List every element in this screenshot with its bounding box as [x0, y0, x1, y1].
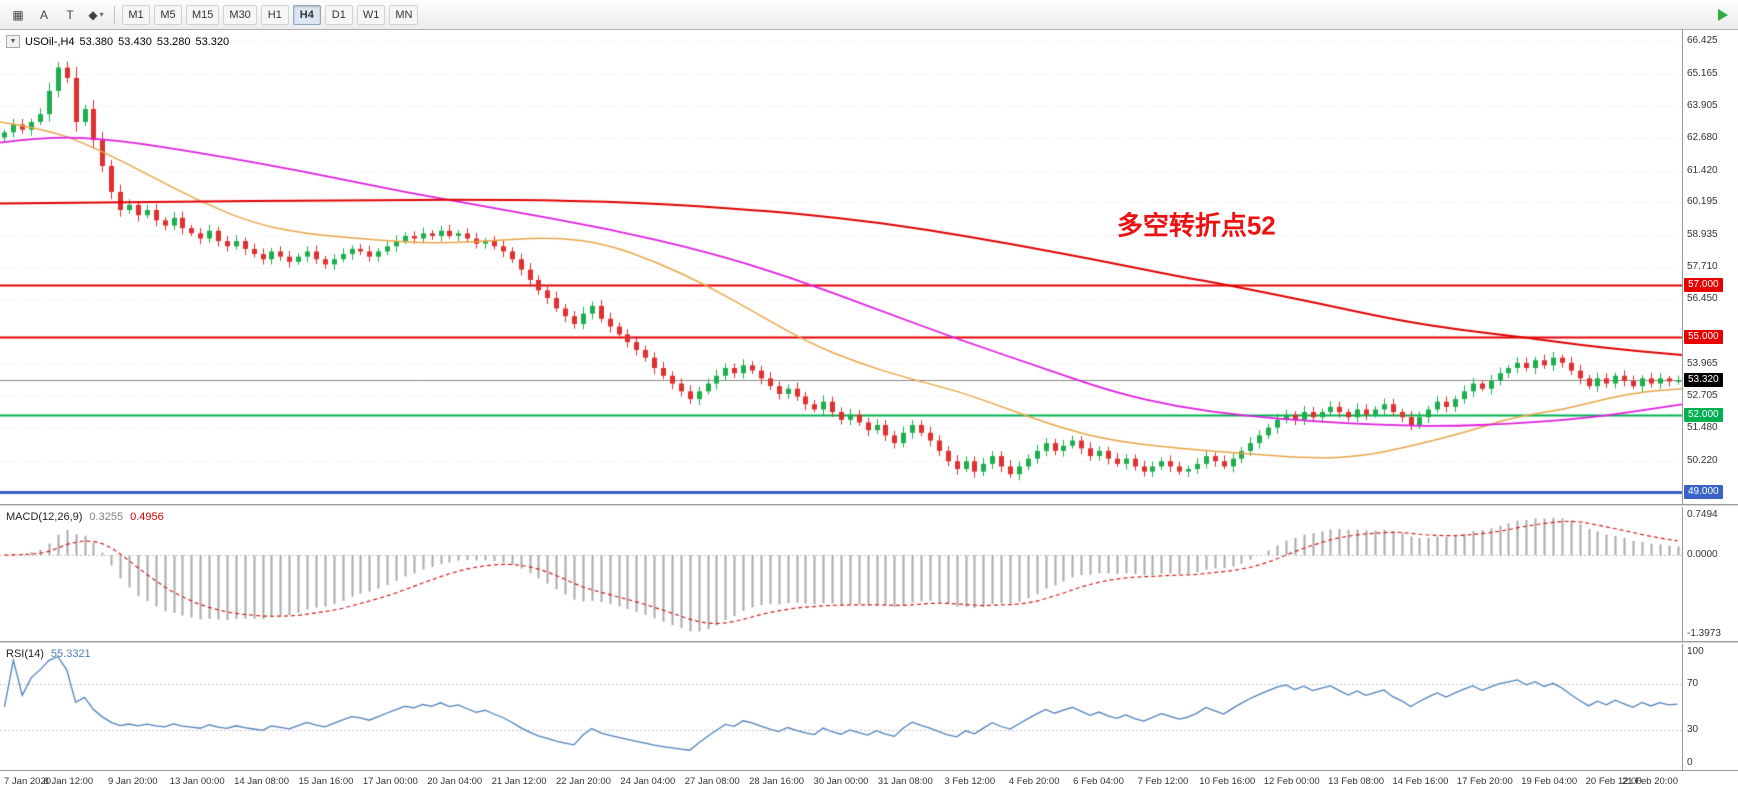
- timeframe-button-m15[interactable]: M15: [186, 4, 220, 25]
- time-axis[interactable]: 7 Jan 2020 8 Jan 12:00 9 Jan 20:00 13 Jan 0…: [0, 770, 1738, 795]
- rsi-axis-tick: 30: [1687, 724, 1699, 736]
- label-tool-icon[interactable]: T: [66, 7, 74, 22]
- rsi-value: 55.3321: [50, 648, 91, 660]
- crosshair-tool-icon[interactable]: ▦: [12, 7, 24, 22]
- price-axis-tick: 53.965: [1687, 357, 1718, 369]
- macd-canvas[interactable]: [0, 507, 1682, 641]
- one-click-trading-toggle[interactable]: ▼: [6, 35, 20, 48]
- price-axis-tick: 52.705: [1687, 390, 1718, 402]
- time-axis-label: 20 Jan 04:00: [427, 776, 483, 787]
- macd-name: MACD(12,26,9): [6, 511, 83, 523]
- macd-axis[interactable]: 0.7494 0.0000 -1.3973: [1682, 507, 1738, 641]
- price-axis-tick: 63.905: [1687, 100, 1718, 112]
- timeframe-button-mn[interactable]: MN: [389, 4, 419, 25]
- timeframe-button-w1[interactable]: W1: [356, 4, 386, 25]
- time-axis-label: 9 Jan 20:00: [107, 776, 158, 787]
- timeframe-button-d1[interactable]: D1: [324, 4, 353, 25]
- time-axis-label: 3 Feb 12:00: [944, 776, 996, 787]
- price-axis-tick: 60.195: [1687, 196, 1718, 208]
- time-axis-label: 4 Feb 20:00: [1008, 776, 1060, 787]
- timeframe-button-m5[interactable]: M5: [154, 4, 182, 25]
- price-axis[interactable]: 66.425 65.165 63.905 62.680 61.420 60.195 58.9…: [1682, 30, 1738, 504]
- price-level-tag: 49.000: [1684, 485, 1723, 500]
- rsi-canvas[interactable]: [0, 644, 1682, 770]
- toolbar-separator: [114, 5, 115, 24]
- rsi-axis-tick: 70: [1687, 677, 1699, 689]
- time-axis-label: 21 Jan 12:00: [491, 776, 547, 787]
- price-level-tag: 55.000: [1684, 329, 1723, 344]
- time-axis-label: 19 Feb 04:00: [1521, 776, 1578, 787]
- timeframe-button-h4[interactable]: H4: [292, 4, 321, 25]
- timeframe-button-m1[interactable]: M1: [122, 4, 150, 25]
- time-axis-label: 17 Jan 00:00: [362, 776, 418, 787]
- main-chart-canvas[interactable]: [0, 30, 1682, 504]
- macd-panel: MACD(12,26,9) 0.3255 0.4956 0.7494 0.0000…: [0, 507, 1738, 641]
- time-axis-label: 30 Jan 00:00: [813, 776, 869, 787]
- panel-separator[interactable]: [0, 641, 1738, 644]
- chart-title: ▼ USOil-,H4 53.380 53.430 53.280 53.320: [6, 35, 229, 48]
- time-axis-label: 14 Feb 16:00: [1392, 776, 1449, 787]
- rsi-name: RSI(14): [6, 648, 44, 660]
- text-tool-icon[interactable]: A: [39, 7, 48, 22]
- chart-shift-icon[interactable]: [1718, 8, 1728, 21]
- price-axis-tick: 58.935: [1687, 229, 1718, 240]
- macd-axis-tick: 0.7494: [1687, 509, 1718, 520]
- price-axis-tick: 61.420: [1687, 164, 1718, 176]
- price-axis-tick: 50.220: [1687, 454, 1718, 466]
- time-axis-label: 12 Feb 00:00: [1263, 776, 1320, 787]
- time-axis-label: 22 Jan 20:00: [555, 776, 611, 787]
- time-axis-label: 15 Jan 16:00: [298, 776, 354, 787]
- price-axis-tick: 51.480: [1687, 422, 1718, 434]
- top-toolbar: ▦ A T ◆ ▾ M1 M5 M15 M30 H1 H4 D1 W1 MN: [0, 0, 1738, 30]
- time-axis-label: 21 Feb 20:00: [1622, 776, 1678, 787]
- price-axis-tick: 57.710: [1687, 260, 1718, 272]
- price-open: 53.380: [79, 35, 114, 48]
- time-axis-label: 14 Jan 08:00: [234, 776, 289, 787]
- price-axis-tick: 66.425: [1687, 35, 1718, 46]
- time-axis-label: 24 Jan 04:00: [620, 776, 676, 787]
- chart-area: ▼ USOil-,H4 53.380 53.430 53.280 53.320 …: [0, 30, 1738, 795]
- time-axis-label: 6 Feb 04:00: [1073, 776, 1124, 787]
- current-price-tag: 53.320: [1684, 373, 1723, 388]
- rsi-axis-tick: 0: [1687, 757, 1693, 768]
- price-axis-tick: 62.680: [1687, 132, 1718, 143]
- time-axis-label: 28 Jan 16:00: [749, 776, 805, 787]
- timeframe-toolbar: M1 M5 M15 M30 H1 H4 D1 W1 MN: [121, 4, 419, 25]
- symbol-label: USOil-,H4: [25, 35, 75, 48]
- macd-value-signal: 0.4956: [130, 511, 164, 523]
- rsi-axis-tick: 100: [1687, 646, 1704, 657]
- price-low: 53.280: [156, 35, 191, 48]
- price-level-tag: 52.000: [1684, 407, 1723, 422]
- macd-axis-tick: 0.0000: [1687, 549, 1718, 561]
- time-axis-label: 17 Feb 20:00: [1456, 776, 1513, 787]
- rsi-axis[interactable]: 100 70 30 0: [1682, 644, 1738, 770]
- chart-annotation-text: 多空转折点52: [1116, 210, 1276, 241]
- time-axis-label: 27 Jan 08:00: [684, 776, 740, 787]
- time-axis-label: 13 Jan 00:00: [169, 776, 225, 787]
- time-axis-label: 10 Feb 16:00: [1199, 776, 1256, 787]
- price-axis-tick: 56.450: [1687, 293, 1718, 305]
- time-axis-label: 7 Feb 12:00: [1137, 776, 1189, 787]
- time-axis-label: 20 Feb 12:00: [1585, 776, 1642, 787]
- price-high: 53.430: [118, 35, 152, 48]
- time-axis-label: 13 Feb 08:00: [1328, 776, 1385, 787]
- macd-label: MACD(12,26,9) 0.3255 0.4956: [6, 511, 164, 523]
- drawing-tools-group: ▦ A T ◆ ▾: [6, 4, 108, 26]
- macd-axis-tick: -1.3973: [1687, 628, 1721, 639]
- price-axis-tick: 65.165: [1687, 67, 1718, 79]
- price-level-tag: 57.000: [1684, 278, 1723, 293]
- timeframe-button-m30[interactable]: M30: [223, 4, 257, 25]
- rsi-label: RSI(14) 55.3321: [6, 648, 91, 660]
- time-axis-label: 7 Jan 2020: [4, 776, 52, 787]
- timeframe-button-h1[interactable]: H1: [260, 4, 289, 25]
- macd-value-main: 0.3255: [89, 511, 124, 523]
- toolbar-right-group: [1718, 8, 1732, 21]
- shapes-tool-icon[interactable]: ◆ ▾: [88, 7, 104, 22]
- time-axis-label: 8 Jan 12:00: [43, 776, 94, 787]
- panel-separator[interactable]: [0, 504, 1738, 507]
- rsi-panel: RSI(14) 55.3321 100 70 30 0: [0, 644, 1738, 770]
- price-panel: ▼ USOil-,H4 53.380 53.430 53.280 53.320 …: [0, 30, 1738, 504]
- price-close: 53.320: [195, 35, 230, 48]
- time-axis-label: 31 Jan 08:00: [877, 776, 933, 787]
